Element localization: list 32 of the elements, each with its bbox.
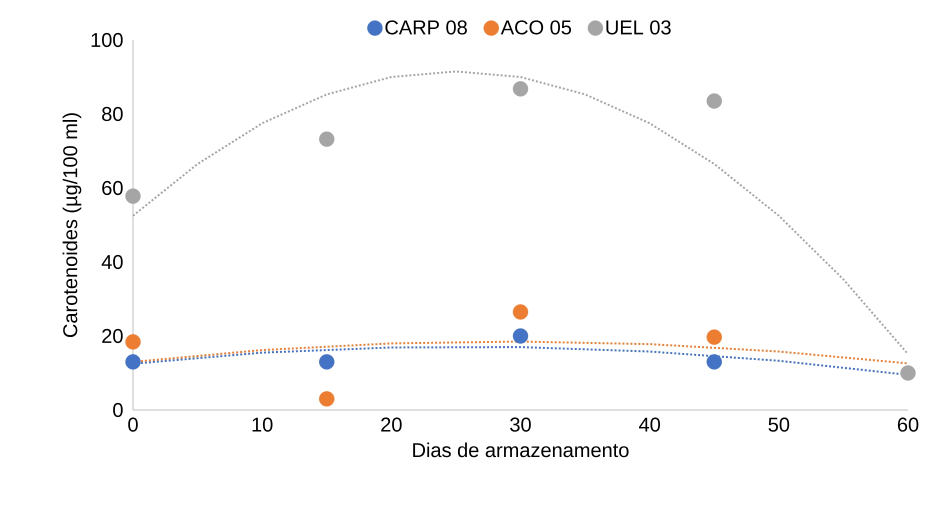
point <box>319 354 334 370</box>
point <box>125 188 141 204</box>
y-tick-label: 60 <box>102 180 123 196</box>
legend-label: UEL 03 <box>606 20 671 35</box>
y-tick-label: 0 <box>113 402 123 418</box>
x-tick-label: 50 <box>768 418 790 432</box>
x-tick-label: 30 <box>510 418 531 432</box>
point <box>706 93 722 109</box>
x-tick-label: 0 <box>128 418 138 432</box>
x-tick-label: 10 <box>252 418 273 432</box>
y-tick-label: 20 <box>102 328 123 344</box>
line-series <box>132 70 910 356</box>
x-tick-label: 60 <box>898 418 918 432</box>
legend-label: ACO 05 <box>500 20 572 35</box>
legend-label: CARP 08 <box>385 20 467 35</box>
point <box>706 354 722 370</box>
point <box>900 365 916 381</box>
y-tick-label: 40 <box>102 254 123 270</box>
point <box>319 131 334 147</box>
point <box>706 329 722 345</box>
point <box>512 304 528 320</box>
x-axis-title: Dias de armazenamento <box>413 442 629 458</box>
point <box>512 81 528 97</box>
point <box>319 391 334 407</box>
point <box>125 354 141 370</box>
y-tick-label: 80 <box>102 106 123 122</box>
point <box>125 334 141 350</box>
x-tick-label: 40 <box>639 418 660 432</box>
y-tick-label: 100 <box>92 32 123 48</box>
point <box>512 328 528 344</box>
y-axis-title: Carotenoides (µg/100 ml) <box>62 113 82 338</box>
x-tick-label: 20 <box>381 418 402 432</box>
